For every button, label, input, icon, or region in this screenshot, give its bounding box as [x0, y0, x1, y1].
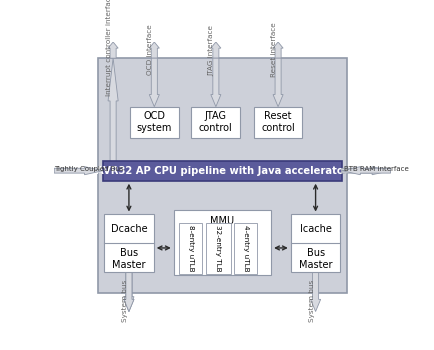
Text: 4-entry uTLB: 4-entry uTLB — [243, 225, 249, 272]
Text: BTB RAM interface: BTB RAM interface — [344, 166, 408, 172]
Polygon shape — [342, 167, 391, 175]
Bar — [104, 215, 154, 272]
Bar — [291, 215, 341, 272]
Polygon shape — [211, 42, 221, 58]
Text: Reset interface: Reset interface — [271, 23, 277, 77]
Text: Bus
Master: Bus Master — [299, 248, 332, 270]
Bar — [174, 210, 271, 275]
Polygon shape — [342, 167, 391, 175]
Bar — [254, 107, 302, 138]
Text: OCD interface: OCD interface — [147, 25, 153, 76]
Text: System bus: System bus — [309, 280, 315, 322]
Text: OCD
system: OCD system — [137, 111, 172, 133]
Polygon shape — [108, 42, 118, 58]
Polygon shape — [108, 58, 118, 171]
Text: Tightly Coupled Bus: Tightly Coupled Bus — [54, 166, 124, 172]
Polygon shape — [149, 42, 159, 58]
Text: 32-entry TLB: 32-entry TLB — [215, 225, 221, 272]
Bar — [191, 107, 240, 138]
Text: Reset
control: Reset control — [261, 111, 295, 133]
Text: Dcache: Dcache — [111, 224, 147, 234]
Polygon shape — [149, 58, 159, 107]
Bar — [234, 223, 257, 274]
Text: Interrupt controller interface: Interrupt controller interface — [106, 0, 112, 96]
Text: 8-entry uTLB: 8-entry uTLB — [188, 225, 194, 272]
Text: JTAG
control: JTAG control — [199, 111, 233, 133]
Polygon shape — [54, 167, 103, 175]
Text: Bus
Master: Bus Master — [112, 248, 146, 270]
Polygon shape — [273, 42, 283, 58]
Polygon shape — [124, 272, 134, 312]
Text: MMU: MMU — [210, 216, 234, 226]
Polygon shape — [124, 272, 134, 312]
Bar — [179, 223, 202, 274]
Bar — [206, 223, 231, 274]
Polygon shape — [311, 272, 321, 312]
Text: JTAG interface: JTAG interface — [209, 25, 215, 76]
Bar — [130, 107, 179, 138]
Text: Icache: Icache — [299, 224, 332, 234]
Text: System bus: System bus — [122, 280, 128, 322]
Text: AVR32 AP CPU pipeline with Java accelerator: AVR32 AP CPU pipeline with Java accelera… — [96, 166, 349, 176]
Polygon shape — [273, 58, 283, 107]
Bar — [98, 58, 347, 293]
Bar — [103, 161, 342, 181]
Polygon shape — [124, 272, 134, 312]
Polygon shape — [211, 58, 221, 107]
